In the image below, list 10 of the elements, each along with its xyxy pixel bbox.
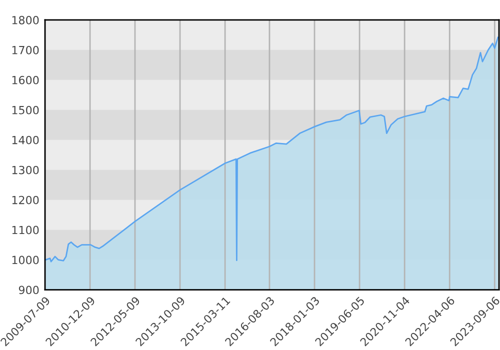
y-tick-label: 1100 bbox=[12, 226, 39, 234]
y-tick-label: 1300 bbox=[12, 166, 39, 174]
y-tick-label: 1600 bbox=[12, 76, 39, 84]
y-tick-label: 1800 bbox=[12, 16, 39, 24]
y-tick-label: 900 bbox=[18, 286, 39, 294]
y-tick-label: 1200 bbox=[12, 196, 39, 204]
y-tick-label: 1700 bbox=[12, 46, 39, 54]
y-tick-label: 1000 bbox=[12, 256, 39, 264]
y-tick-label: 1400 bbox=[12, 136, 39, 144]
y-tick-label: 1500 bbox=[12, 106, 39, 114]
